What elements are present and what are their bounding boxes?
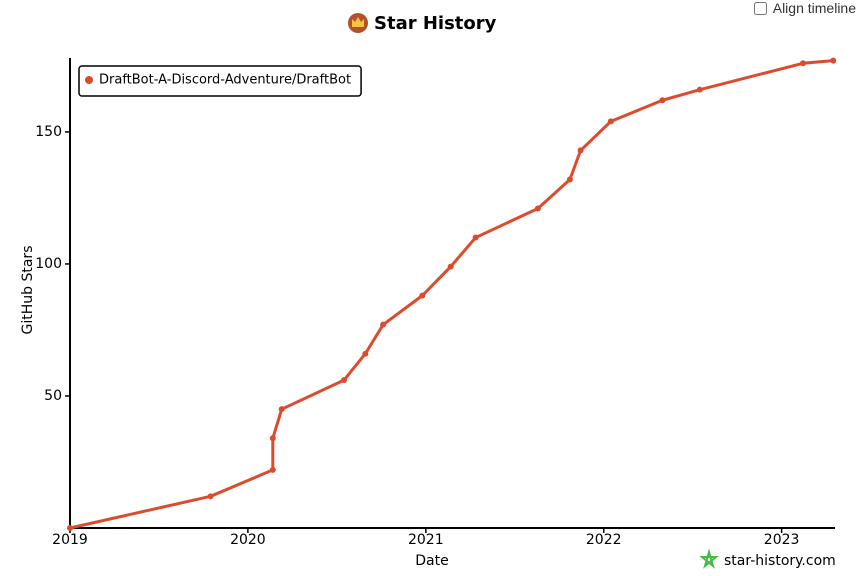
point — [278, 406, 285, 413]
series-line — [69, 59, 834, 530]
logo-crown — [352, 17, 364, 27]
point — [659, 97, 666, 104]
x-axis-label: Date — [415, 553, 448, 569]
point — [566, 176, 573, 183]
align-label: Align timeline — [772, 0, 856, 16]
y-tick-label: 150 — [35, 124, 62, 140]
legend-marker — [85, 76, 93, 84]
legend-label: DraftBot-A-Discord-Adventure/DraftBot — [99, 73, 351, 88]
watermark-icon — [699, 548, 719, 569]
point — [419, 292, 426, 299]
align-timeline[interactable]: Align timeline — [753, 0, 856, 16]
point — [607, 118, 614, 125]
point — [340, 377, 347, 384]
legend-box — [78, 65, 362, 97]
y-axis-label: GitHub Stars — [20, 246, 36, 335]
point — [472, 234, 479, 241]
point — [362, 350, 369, 357]
point — [534, 205, 541, 212]
watermark: star-history.com — [699, 548, 836, 569]
point — [696, 86, 703, 93]
point — [269, 466, 276, 473]
y-tick-label: 100 — [35, 256, 62, 272]
watermark-text: star-history.com — [724, 553, 836, 569]
point — [799, 60, 806, 67]
align-checkbox[interactable] — [753, 1, 767, 15]
x-tick-label: 2019 — [52, 532, 88, 548]
y-tick-label: 50 — [44, 388, 62, 404]
point — [269, 435, 276, 442]
x-tick-label: 2022 — [586, 532, 622, 548]
x-tick-label: 2023 — [764, 532, 800, 548]
chart-title: Star History — [374, 13, 497, 34]
point — [577, 147, 584, 154]
point — [207, 493, 214, 500]
point — [447, 263, 454, 270]
point — [67, 525, 73, 531]
x-tick-label: 2020 — [230, 532, 266, 548]
point — [830, 57, 837, 64]
point — [380, 321, 387, 328]
x-tick-label: 2021 — [408, 532, 444, 548]
